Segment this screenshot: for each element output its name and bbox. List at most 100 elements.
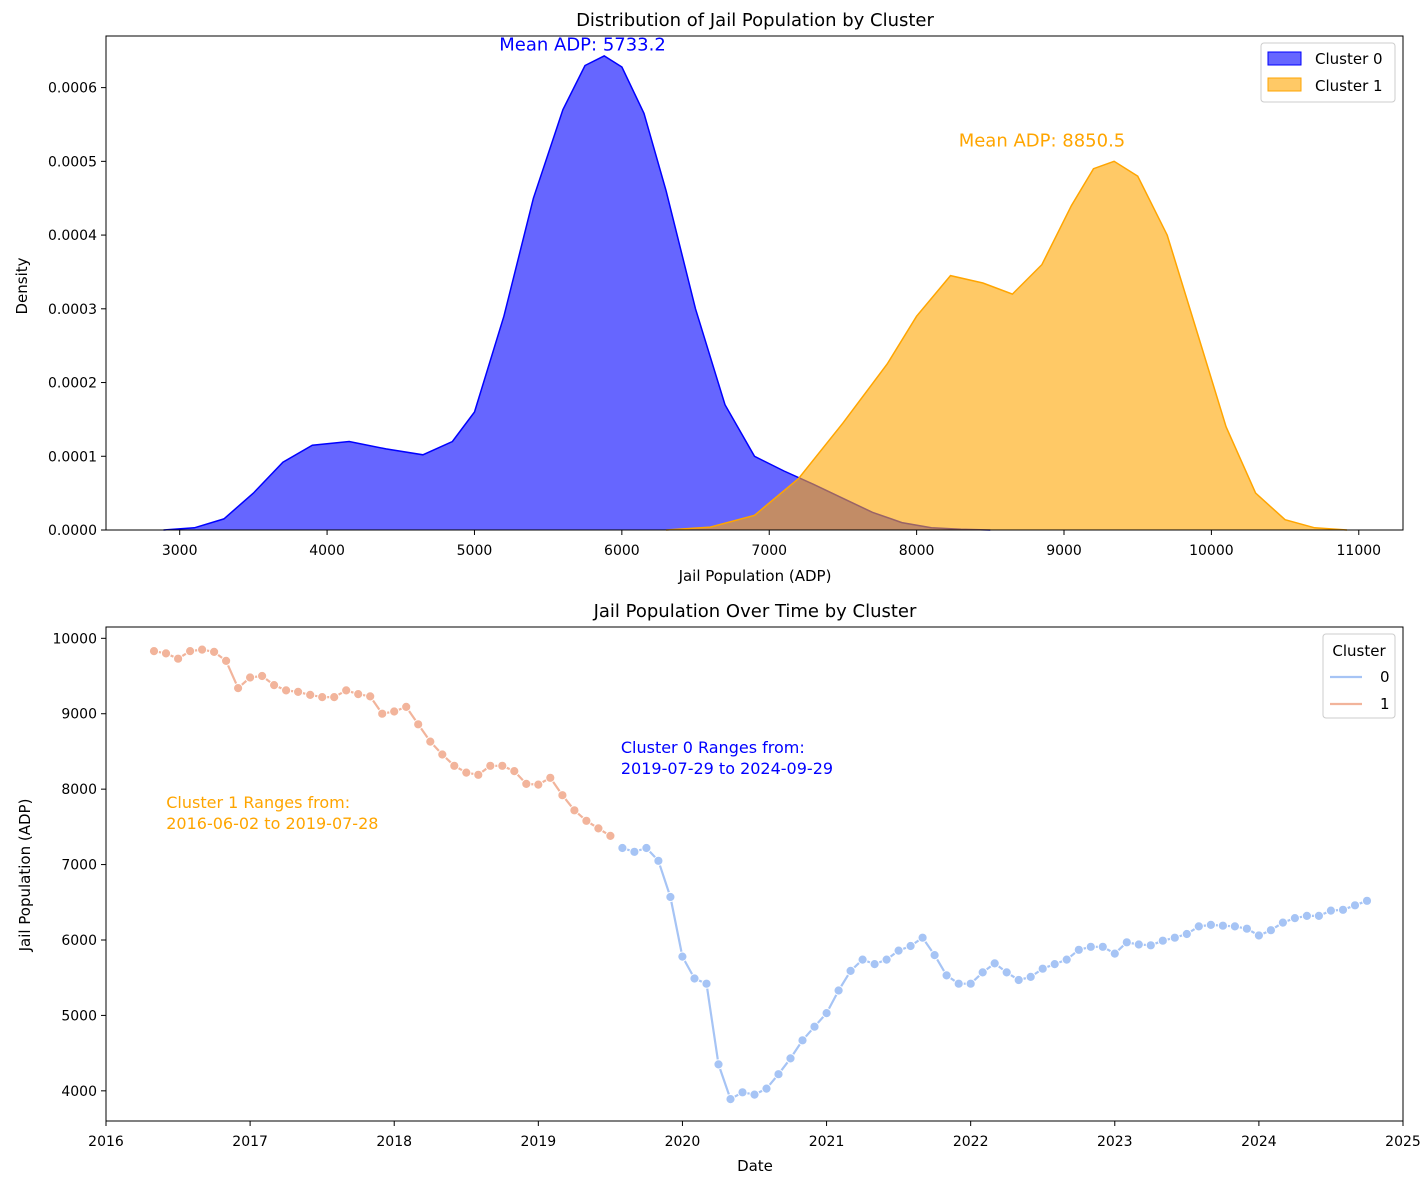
data-point-cluster-0 — [701, 978, 712, 989]
data-point-cluster-1 — [197, 644, 208, 655]
timeseries-legend: Cluster 0 1 — [1322, 633, 1396, 719]
cluster-range-annotation-1: 2019-07-29 to 2024-09-29 — [621, 759, 833, 778]
data-point-cluster-0 — [989, 958, 1000, 969]
timeseries-x-tick-label: 2022 — [953, 1134, 989, 1150]
timeseries-x-tick-label: 2017 — [232, 1134, 268, 1150]
kde-area-cluster-1 — [666, 161, 1347, 531]
data-point-cluster-0 — [1193, 921, 1204, 932]
kde-line-cluster-1 — [666, 160, 1348, 531]
cluster-range-annotation-1: Cluster 0 Ranges from: — [621, 738, 805, 757]
timeseries-chart-title: Jail Population Over Time by Cluster — [593, 601, 917, 622]
timeseries-axes-frame — [105, 626, 1404, 1122]
data-point-cluster-0 — [1049, 959, 1060, 970]
data-point-cluster-0 — [797, 1035, 808, 1046]
data-point-cluster-0 — [965, 978, 976, 989]
data-point-cluster-1 — [473, 769, 484, 780]
kde-x-tick-label: 11000 — [1337, 543, 1382, 559]
timeseries-x-tick-label: 2020 — [665, 1134, 701, 1150]
timeseries-y-tick-label: 9000 — [61, 707, 97, 723]
kde-x-tick-label: 10000 — [1189, 543, 1234, 559]
kde-x-tick-label: 8000 — [899, 543, 935, 559]
data-point-cluster-0 — [617, 842, 628, 854]
data-point-cluster-0 — [1025, 971, 1036, 983]
timeseries-plot-area — [148, 644, 1373, 1105]
data-point-cluster-0 — [1361, 895, 1373, 906]
timeseries-x-tick-label: 2019 — [521, 1134, 557, 1150]
data-point-cluster-0 — [1001, 967, 1012, 978]
timeseries-annotations: Cluster 1 Ranges from: 2016-06-02 to 2019… — [166, 738, 833, 833]
data-point-cluster-0 — [737, 1087, 748, 1098]
data-point-cluster-0 — [1013, 974, 1024, 986]
data-point-cluster-1 — [545, 772, 556, 783]
data-point-cluster-0 — [905, 940, 916, 952]
kde-mean-annotation-0: Mean ADP: 5733.2 — [499, 35, 666, 56]
data-point-cluster-0 — [653, 855, 664, 866]
data-point-cluster-0 — [665, 891, 676, 903]
timeseries-x-tick-label: 2024 — [1241, 1134, 1277, 1150]
data-point-cluster-1 — [293, 686, 304, 698]
timeseries-y-tick-label: 10000 — [52, 631, 97, 647]
timeseries-x-axis-label: Date — [737, 1157, 773, 1175]
data-point-cluster-1 — [413, 719, 424, 730]
data-point-cluster-0 — [1289, 913, 1301, 924]
data-point-cluster-0 — [917, 932, 928, 943]
data-point-cluster-0 — [1229, 921, 1241, 932]
legend-label-cluster-1: 1 — [1380, 695, 1390, 713]
data-point-cluster-0 — [953, 978, 964, 989]
data-point-cluster-0 — [1109, 948, 1120, 959]
data-point-cluster-0 — [1181, 928, 1192, 940]
data-point-cluster-1 — [485, 760, 496, 771]
data-point-cluster-0 — [1277, 917, 1289, 928]
data-point-cluster-1 — [160, 648, 172, 659]
data-point-cluster-0 — [1121, 937, 1132, 948]
data-point-cluster-1 — [221, 655, 232, 667]
kde-y-tick-label: 0.0005 — [48, 154, 97, 170]
data-point-cluster-0 — [1313, 910, 1325, 922]
data-point-cluster-1 — [185, 646, 196, 657]
data-point-cluster-0 — [725, 1094, 736, 1105]
timeseries-y-tick-label: 7000 — [61, 858, 97, 874]
data-point-cluster-0 — [869, 959, 880, 970]
data-point-cluster-0 — [881, 954, 892, 965]
kde-area-cluster-0 — [163, 55, 991, 531]
legend-label-cluster-0: Cluster 0 — [1315, 50, 1383, 68]
data-point-cluster-1 — [593, 823, 604, 834]
kde-x-tick-label: 7000 — [751, 543, 787, 559]
data-point-cluster-1 — [257, 670, 268, 682]
data-point-cluster-1 — [461, 767, 472, 778]
data-point-cluster-1 — [437, 749, 448, 760]
kde-y-tick-label: 0.0001 — [48, 449, 97, 465]
data-point-cluster-0 — [1337, 904, 1349, 915]
data-point-cluster-0 — [629, 846, 640, 857]
data-point-cluster-0 — [929, 950, 940, 961]
timeseries-y-tick-label: 5000 — [61, 1008, 97, 1024]
kde-y-tick-label: 0.0000 — [48, 523, 97, 539]
kde-x-axis-label: Jail Population (ADP) — [678, 567, 832, 585]
data-point-cluster-1 — [389, 706, 400, 717]
data-point-cluster-1 — [377, 708, 388, 719]
timeseries-x-tick-label: 2021 — [809, 1134, 845, 1150]
data-point-cluster-0 — [1265, 925, 1277, 936]
cluster-range-annotation-0: Cluster 1 Ranges from: — [166, 793, 350, 812]
kde-y-axis-label: Density — [13, 257, 31, 314]
data-point-cluster-1 — [209, 646, 220, 658]
data-point-cluster-0 — [1037, 963, 1048, 974]
kde-x-tick-label: 6000 — [604, 543, 640, 559]
data-point-cluster-1 — [245, 672, 256, 683]
timeseries-x-tick-label: 2025 — [1385, 1134, 1421, 1150]
data-point-cluster-1 — [449, 760, 460, 771]
data-point-cluster-0 — [713, 1059, 724, 1070]
data-point-cluster-0 — [677, 951, 688, 962]
data-point-cluster-0 — [785, 1053, 796, 1064]
data-point-cluster-0 — [1097, 941, 1108, 952]
kde-legend: Cluster 0 Cluster 1 — [1260, 42, 1396, 103]
timeseries-x-tick-label: 2016 — [88, 1134, 124, 1150]
kde-y-tick-label: 0.0006 — [48, 81, 97, 97]
timeseries-y-axis-label: Jail Population (ADP) — [16, 799, 34, 953]
data-point-cluster-1 — [605, 830, 616, 842]
data-point-cluster-0 — [1085, 941, 1096, 952]
data-point-cluster-1 — [365, 691, 376, 702]
data-point-cluster-1 — [233, 683, 244, 694]
legend-label-cluster-1: Cluster 1 — [1315, 77, 1383, 95]
